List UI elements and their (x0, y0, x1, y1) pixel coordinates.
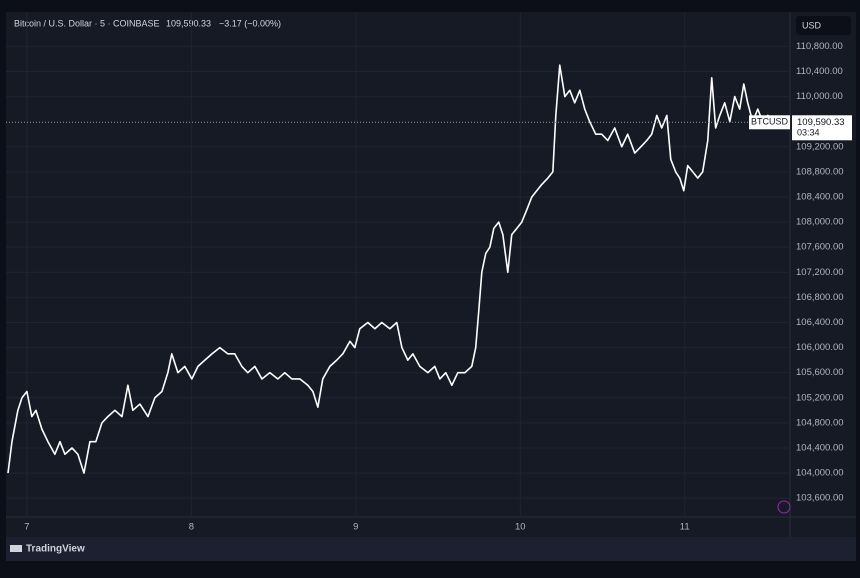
logo (10, 545, 22, 552)
y-tick-label: 104,000.00 (796, 468, 844, 479)
x-tick-label: 11 (680, 522, 690, 533)
price-tag (792, 115, 852, 141)
y-tick-label: 108,000.00 (796, 217, 844, 228)
price-line (7, 64, 784, 474)
y-tick-label: 106,000.00 (796, 342, 844, 353)
change: −3.17 (−0.00%) (219, 18, 281, 28)
currency-box[interactable] (796, 16, 851, 35)
y-tick-label: 110,400.00 (796, 66, 843, 77)
y-tick-label: 105,600.00 (796, 367, 844, 378)
y-tick-label: 107,200.00 (796, 267, 844, 278)
symbol: Bitcoin / U.S. Dollar · 5 · COINBASE (14, 18, 160, 28)
y-tick-label: 107,600.00 (796, 242, 844, 253)
y-tick-label: 110,000.00 (796, 91, 843, 102)
countdown: 03:34 (797, 128, 820, 138)
footer-bar (6, 537, 856, 561)
y-tick-label: 106,400.00 (796, 317, 844, 328)
symbol-label: BTCUSD (751, 117, 789, 127)
x-tick-label: 7 (24, 522, 29, 533)
y-tick-label: 109,200.00 (796, 141, 844, 152)
y-tick-label: 110,800.00 (796, 41, 843, 52)
last-price: 109,590.33 (166, 18, 211, 28)
plot-area (6, 12, 790, 517)
footer-brand: TradingView (26, 544, 85, 555)
y-tick-label: 106,800.00 (796, 292, 844, 303)
x-tick-label: 8 (189, 522, 194, 533)
x-tick-label: 9 (353, 522, 358, 533)
y-tick-label: 108,800.00 (796, 166, 844, 177)
price-axis (790, 12, 856, 517)
icon[interactable] (777, 500, 791, 514)
x-tick-label: 10 (515, 522, 526, 533)
symbol-tag (749, 115, 790, 130)
y-tick-label: 104,800.00 (796, 417, 844, 428)
y-tick-label: 105,200.00 (796, 392, 844, 403)
time-axis (6, 517, 856, 537)
y-tick-label: 103,600.00 (796, 493, 844, 504)
currency[interactable]: USD (802, 20, 822, 30)
y-tick-label: 104,400.00 (796, 442, 844, 453)
y-tick-label: 108,400.00 (796, 191, 844, 202)
price-label: 109,590.33 (797, 117, 845, 128)
